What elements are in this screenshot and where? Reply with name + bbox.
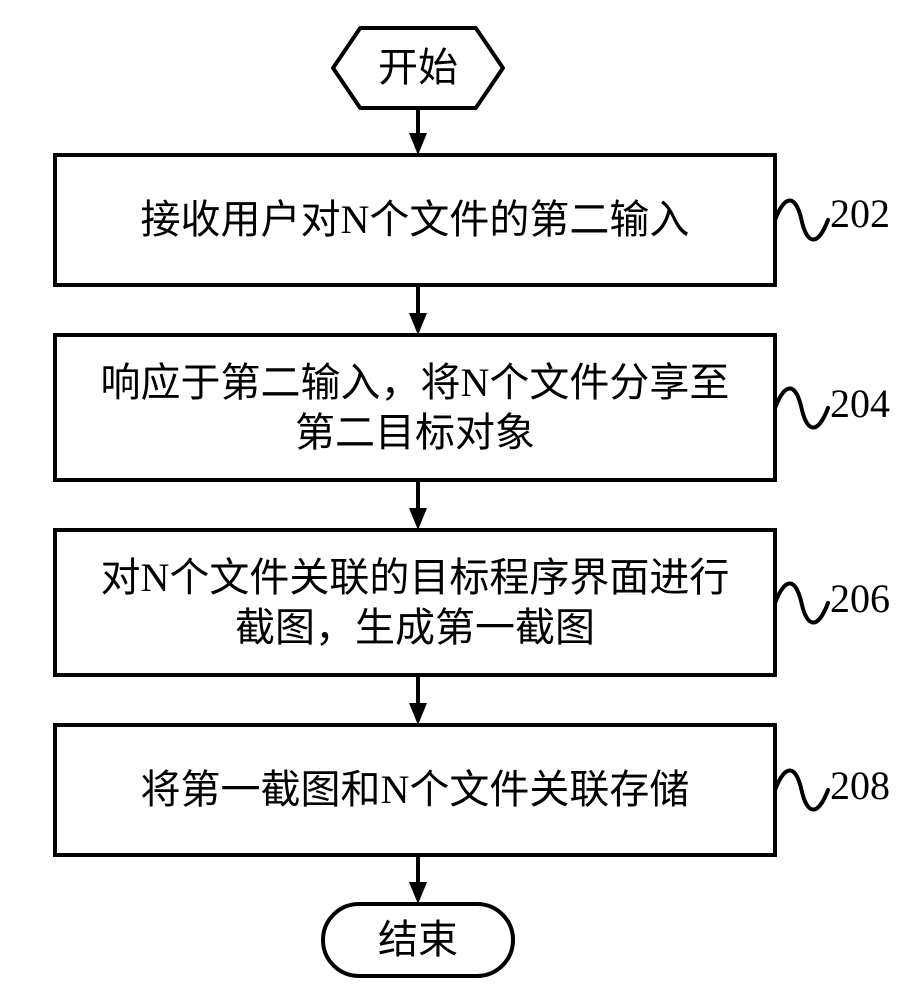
process-step: 将第一截图和N个文件关联存储 [55,725,775,855]
process-step: 对N个文件关联的目标程序界面进行 截图，生成第一截图 [55,530,775,675]
process-step: 接收用户对N个文件的第二输入 [55,155,775,285]
step-number-label: 204 [830,380,890,427]
terminator-end: 结束 [323,904,513,976]
step-number-label: 206 [830,575,890,622]
step-number-label: 202 [830,190,890,237]
process-step: 响应于第二输入，将N个文件分享至 第二目标对象 [55,335,775,480]
terminator-start: 开始 [333,28,503,108]
step-number-label: 208 [830,762,890,809]
